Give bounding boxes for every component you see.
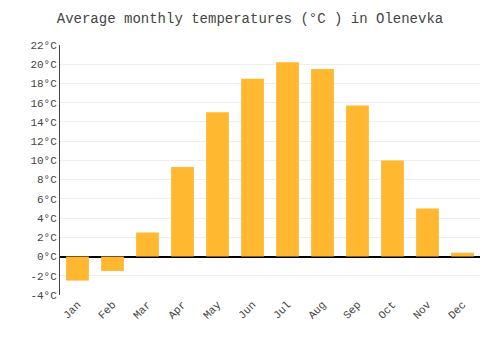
svg-text:22°C: 22°C [30,40,57,52]
svg-text:Feb: Feb [96,299,118,321]
svg-text:8°C: 8°C [37,174,57,186]
svg-text:6°C: 6°C [37,194,57,206]
svg-text:12°C: 12°C [30,136,57,148]
svg-text:4°C: 4°C [37,213,57,225]
svg-text:16°C: 16°C [30,98,57,110]
svg-text:-2°C: -2°C [30,271,57,283]
svg-text:Average monthly temperatures (: Average monthly temperatures (°C ) in Ol… [57,11,443,27]
svg-text:May: May [201,299,224,322]
svg-text:2°C: 2°C [37,232,57,244]
svg-text:Sep: Sep [341,299,363,321]
svg-text:Mar: Mar [131,299,153,321]
svg-text:Jan: Jan [61,299,83,321]
svg-text:18°C: 18°C [30,78,57,90]
svg-text:Jul: Jul [271,299,293,321]
svg-text:-4°C: -4°C [30,290,57,302]
svg-text:Aug: Aug [306,299,328,321]
svg-text:14°C: 14°C [30,117,57,129]
svg-text:Jun: Jun [236,299,258,321]
svg-text:Dec: Dec [446,299,468,321]
svg-text:10°C: 10°C [30,155,57,167]
svg-text:Oct: Oct [376,299,398,321]
svg-text:Nov: Nov [411,299,434,322]
svg-text:20°C: 20°C [30,59,57,71]
svg-text:Apr: Apr [166,299,188,321]
svg-text:0°C: 0°C [37,251,57,263]
